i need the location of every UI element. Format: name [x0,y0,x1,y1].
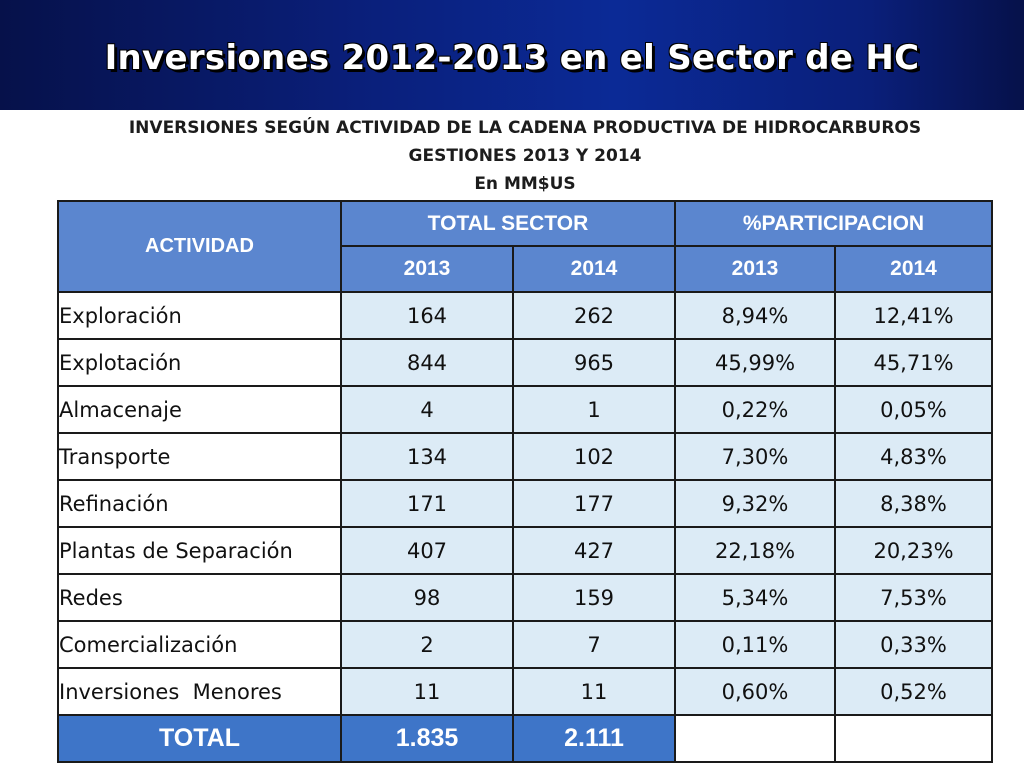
cell-actividad: Refinación [57,479,342,528]
cell-pct-2013: 5,34% [674,573,836,622]
cell-pct-2014: 45,71% [834,338,993,387]
cell-total-2014: 159 [512,573,676,622]
cell-total-2014: 102 [512,432,676,481]
table-row: Explotación 844 965 45,99% 45,71% [57,338,993,387]
table-row: Inversiones Menores 11 11 0,60% 0,52% [57,667,993,716]
cell-total-2014: 427 [512,526,676,575]
cell-total-2014: 965 [512,338,676,387]
cell-total-2013: 164 [340,291,514,340]
cell-total-2013: 407 [340,526,514,575]
cell-actividad: Exploración [57,291,342,340]
cell-actividad: Comercialización [57,620,342,669]
cell-actividad: Plantas de Separación [57,526,342,575]
total-2014: 2.111 [512,714,676,763]
cell-total-2013: 171 [340,479,514,528]
cell-pct-2014: 7,53% [834,573,993,622]
cell-pct-2013: 0,60% [674,667,836,716]
cell-pct-2013: 9,32% [674,479,836,528]
total-label: TOTAL [57,714,342,763]
cell-pct-2014: 4,83% [834,432,993,481]
slide-title: Inversiones 2012-2013 en el Sector de HC [104,38,920,78]
header-actividad: ACTIVIDAD [57,200,342,293]
total-pct-2014-empty [834,714,993,763]
cell-total-2014: 177 [512,479,676,528]
table-heading-line1: INVERSIONES SEGÚN ACTIVIDAD DE LA CADENA… [128,118,922,138]
cell-total-2013: 98 [340,573,514,622]
cell-pct-2014: 8,38% [834,479,993,528]
header-pct-2014: 2014 [834,245,993,293]
cell-total-2013: 4 [340,385,514,434]
cell-pct-2014: 0,33% [834,620,993,669]
cell-pct-2013: 45,99% [674,338,836,387]
total-row: TOTAL 1.835 2.111 [57,714,993,763]
cell-total-2014: 7 [512,620,676,669]
cell-pct-2013: 22,18% [674,526,836,575]
total-2013: 1.835 [340,714,514,763]
cell-pct-2013: 0,22% [674,385,836,434]
cell-pct-2013: 0,11% [674,620,836,669]
cell-pct-2014: 0,52% [834,667,993,716]
table-row: Transporte 134 102 7,30% 4,83% [57,432,993,481]
cell-total-2014: 11 [512,667,676,716]
header-total-sector: TOTAL SECTOR [340,200,676,247]
cell-actividad: Transporte [57,432,342,481]
cell-total-2014: 262 [512,291,676,340]
cell-actividad: Redes [57,573,342,622]
title-banner: Inversiones 2012-2013 en el Sector de HC [0,0,1024,110]
cell-total-2013: 134 [340,432,514,481]
cell-actividad: Explotación [57,338,342,387]
table-heading-line2: GESTIONES 2013 Y 2014 [408,146,642,166]
cell-pct-2014: 20,23% [834,526,993,575]
cell-pct-2014: 12,41% [834,291,993,340]
table-heading-line3: En MM$US [474,174,576,194]
total-pct-2013-empty [674,714,836,763]
table-row: Almacenaje 4 1 0,22% 0,05% [57,385,993,434]
table-row: Plantas de Separación 407 427 22,18% 20,… [57,526,993,575]
cell-actividad: Almacenaje [57,385,342,434]
cell-total-2013: 844 [340,338,514,387]
header-participacion: %PARTICIPACION [674,200,993,247]
header-total-2014: 2014 [512,245,676,293]
cell-pct-2013: 7,30% [674,432,836,481]
table-row: Exploración 164 262 8,94% 12,41% [57,291,993,340]
header-pct-2013: 2013 [674,245,836,293]
investment-table: ACTIVIDAD TOTAL SECTOR %PARTICIPACION 20… [57,200,993,763]
cell-pct-2014: 0,05% [834,385,993,434]
cell-pct-2013: 8,94% [674,291,836,340]
cell-total-2013: 11 [340,667,514,716]
cell-total-2013: 2 [340,620,514,669]
cell-total-2014: 1 [512,385,676,434]
table-row: Comercialización 2 7 0,11% 0,33% [57,620,993,669]
table-row: Redes 98 159 5,34% 7,53% [57,573,993,622]
cell-actividad: Inversiones Menores [57,667,342,716]
header-total-2013: 2013 [340,245,514,293]
table-row: Refinación 171 177 9,32% 8,38% [57,479,993,528]
